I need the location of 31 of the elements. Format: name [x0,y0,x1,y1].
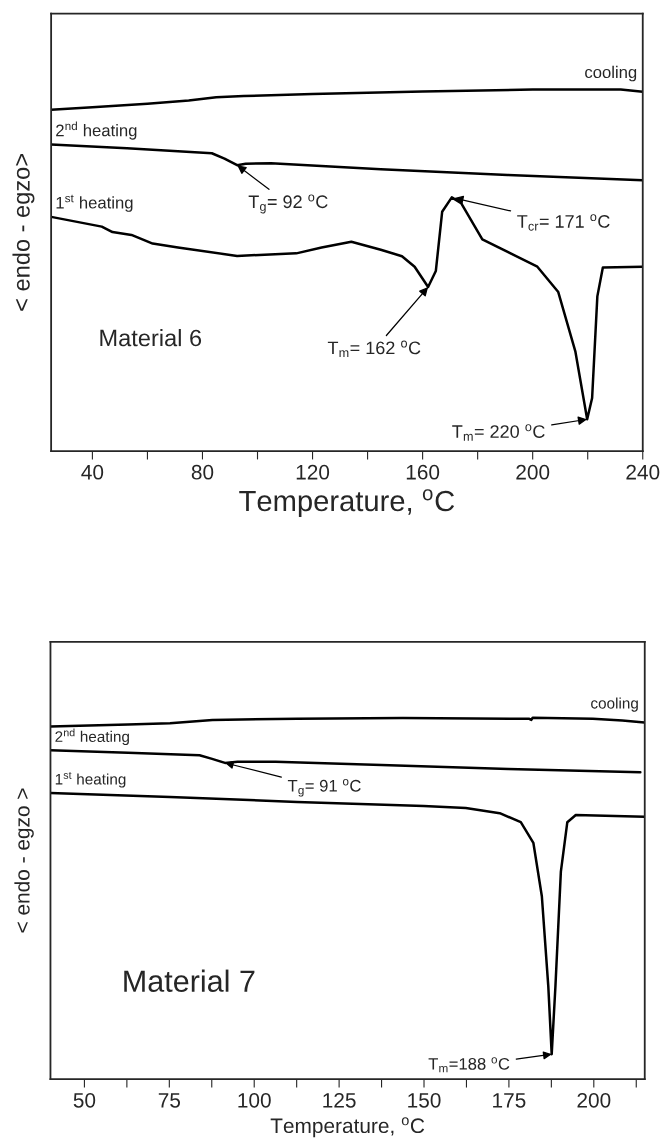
annotation: T$_{m}$=188 $^{o}$C [428,1057,510,1073]
series-label: 2$^{nd}$ heating [55,728,129,746]
y-axis-title: < endo - egzo > [14,788,34,933]
x-tick-label: 50 [73,1092,96,1108]
series-label: cooling [585,65,637,82]
x-tick-label: 200 [577,1092,611,1108]
x-axis-title: Temperature, $^{o}$C [239,489,455,518]
annotation: T$_{cr}$= 171 $^{o}$C [517,214,610,231]
annotation: T$_{g}$= 91 $^{o}$C [287,779,361,797]
x-tick-label: 120 [296,464,330,480]
x-tick-label: 80 [191,464,214,480]
annotation: T$_{m}$= 162 $^{o}$C [327,340,421,357]
x-tick-label: 175 [493,1093,526,1108]
x-tick-label: 150 [408,1092,441,1108]
annotation: Material 6 [100,329,202,347]
x-tick-label: 75 [158,1093,181,1108]
x-tick-label: 125 [323,1092,356,1108]
x-axis-title: Temperature, $^{o}$C [270,1117,425,1138]
y-axis-title: < endo - egzo> [12,154,35,311]
x-tick-label: 240 [626,464,660,480]
x-tick-label: 200 [516,464,550,480]
series-label: cooling [591,697,638,712]
annotation: Material 7 [124,969,255,993]
x-tick-label: 160 [406,464,440,480]
x-tick-label: 40 [81,464,104,480]
annotation: T$_{g}$= 92 $^{o}$C [248,194,328,214]
series-label: 2$^{nd}$ heating [56,121,137,140]
series-label: 1$^{st}$ heating [55,771,126,788]
series-label: 1$^{st}$ heating [56,194,133,212]
x-tick-label: 100 [238,1092,271,1108]
annotation: T$_{m}$= 220 $^{o}$C [452,424,545,441]
